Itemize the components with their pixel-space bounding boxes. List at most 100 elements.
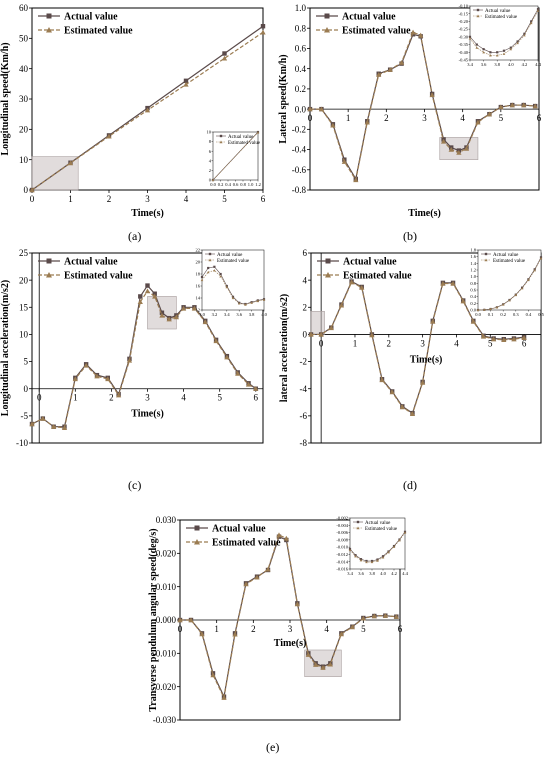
chart-c-inset-y-tick-label: 20 bbox=[196, 260, 201, 265]
chart-a-series-1-point bbox=[144, 107, 151, 113]
chart-b-series-1-point bbox=[341, 159, 347, 164]
chart-b-inset-legend-label-0: Actual value bbox=[485, 9, 511, 14]
chart-b-series-1-point bbox=[318, 106, 325, 112]
chart-e-series-1-point bbox=[320, 665, 326, 670]
chart-d-inset-y-tick-label: 0.0 bbox=[470, 308, 476, 313]
chart-d-inset-legend-marker-0 bbox=[484, 252, 488, 256]
chart-b-y-tick-label: 1.0 bbox=[295, 3, 307, 13]
chart-a-y-axis-label: Longitudinal speed(Km/h) bbox=[0, 42, 11, 155]
chart-b-inset-y-tick-label: -0.10 bbox=[459, 4, 469, 9]
chart-b-legend-marker-1 bbox=[324, 27, 330, 33]
chart-c-y-tick-label: 20 bbox=[19, 275, 29, 285]
chart-e-series-1-point bbox=[276, 532, 282, 538]
chart-a-legend-label-1: Estimated value bbox=[64, 26, 133, 37]
chart-d-inset-series-1-point bbox=[476, 308, 480, 312]
chart-c-y-axis-label: Longitudinal acceleration(m/s2) bbox=[0, 280, 11, 416]
chart-b-series-1-line bbox=[310, 31, 536, 182]
chart-e-legend-label-0: Actual value bbox=[212, 524, 266, 535]
chart-b-inset-y-tick-label: -0.20 bbox=[459, 19, 469, 24]
chart-d: 0 1 2 3 4 5 6 -8 -6 -4 -2 0 2 4 6 Time(s) lateral accele… bbox=[279, 248, 545, 449]
chart-d-x-tick-label: 6 bbox=[522, 338, 527, 348]
chart-b-inset-legend-marker-0 bbox=[476, 8, 480, 12]
chart-a-y-tick-label: 50 bbox=[19, 33, 29, 43]
chart-a: 0 1 2 3 4 5 60102030405060Time(s)Longitudinal … bbox=[0, 3, 266, 219]
chart-a-inset-series-1-point bbox=[211, 178, 215, 182]
chart-b-legend-label-0: Actual value bbox=[342, 12, 396, 23]
chart-c-series-0-point bbox=[159, 310, 165, 315]
chart-a-y-tick-label: 0 bbox=[24, 185, 29, 195]
chart-c-series-1-point bbox=[29, 421, 35, 427]
chart-b-inset-series-1-point bbox=[529, 21, 533, 25]
chart-e-y-tick-label: 0.000 bbox=[156, 615, 177, 625]
chart-e-highlight-region bbox=[304, 649, 342, 677]
chart-d-inset: 0.0 0.1 0.2 0.3 0.4 0.50.00.20.40.60.81.01.21… bbox=[470, 248, 544, 317]
chart-a-y-tick-label: 40 bbox=[19, 64, 29, 74]
chart-e-inset-y-tick-label: -0.016 bbox=[336, 567, 348, 572]
chart-e-inset-x-tick-label: 3.4 bbox=[347, 571, 353, 576]
chart-a-inset-y-tick-label: 4 bbox=[209, 158, 212, 163]
chart-a-inset-y-tick-label: 10 bbox=[207, 130, 212, 135]
chart-b-y-tick-label: -0.2 bbox=[292, 124, 306, 134]
chart-d-series-1-point bbox=[409, 411, 416, 417]
chart-e-inset-x-tick-label: 4.0 bbox=[380, 571, 386, 576]
chart-a-y-tick-label: 20 bbox=[19, 124, 29, 134]
chart-d-series-1-point bbox=[338, 302, 345, 308]
chart-b-inset-series-0-point bbox=[502, 49, 506, 52]
chart-e-y-tick-label: 0.010 bbox=[156, 582, 177, 592]
chart-b-series-1-point bbox=[364, 119, 370, 125]
chart-c-inset-series-0-point bbox=[207, 266, 210, 270]
chart-b-series-1-point bbox=[463, 145, 470, 151]
chart-c-x-tick-label: 2 bbox=[109, 393, 114, 403]
chart-e-legend-marker-0 bbox=[194, 525, 200, 531]
chart-d-series-1-point bbox=[308, 331, 314, 337]
chart-d-y-tick-label: 0 bbox=[303, 330, 308, 340]
chart-d-series-1-point bbox=[470, 318, 476, 324]
chart-d-inset-y-tick-label: 0.4 bbox=[470, 294, 476, 299]
chart-a-inset-x-tick-label: 0.6 bbox=[233, 182, 239, 187]
chart-e-inset-series-1-point bbox=[365, 560, 368, 564]
chart-e-inset: 3.4 3.6 3.8 4.0 4.2 4.4 -0.016 -0.014 -0.012 -0.0… bbox=[336, 516, 408, 576]
chart-d-inset-y-tick-label: 0.6 bbox=[470, 288, 476, 293]
chart-c-inset-series-0-point bbox=[200, 275, 204, 279]
chart-b-x-tick-label: 6 bbox=[537, 113, 542, 123]
chart-c-y-tick-label: 15 bbox=[19, 302, 29, 312]
chart-b-series-1-point bbox=[521, 102, 527, 108]
chart-c-series-1-point bbox=[126, 357, 133, 363]
chart-d-y-tick-label: 6 bbox=[303, 248, 308, 258]
chart-e-x-tick-label: 6 bbox=[398, 624, 403, 634]
chart-c-series-1-point bbox=[152, 293, 158, 299]
chart-d-inset-series-1-point bbox=[495, 306, 499, 309]
chart-d-inset-y-tick-label: 0.2 bbox=[470, 301, 476, 306]
chart-b-inset-series-0-point bbox=[496, 51, 499, 54]
chart-c-series-1-point bbox=[235, 370, 241, 376]
chart-b-inset-series-0-point bbox=[516, 40, 519, 43]
chart-c-inset: 3.0 3.2 3.4 3.6 3.8 4.0 12 14 16 18 20 22 Actual val… bbox=[196, 248, 268, 317]
chart-c-legend-label-0: Actual value bbox=[64, 257, 118, 268]
panel-label-b: (b) bbox=[403, 229, 417, 243]
chart-c-y-tick-label: 25 bbox=[19, 248, 29, 258]
chart-c-series-1-point bbox=[144, 288, 151, 294]
chart-a-x-tick-label: 3 bbox=[145, 194, 150, 204]
chart-d-legend-label-0: Actual value bbox=[343, 257, 397, 268]
chart-a-inset-x-tick-label: 0.0 bbox=[210, 182, 216, 187]
chart-d-inset-series-1-point bbox=[520, 287, 524, 290]
chart-e-series-1-point bbox=[305, 652, 311, 657]
chart-d-inset-legend-marker-1 bbox=[484, 258, 488, 262]
chart-e-series-1-point bbox=[327, 661, 333, 667]
chart-d-series-1-point bbox=[521, 335, 527, 341]
chart-b-series-1-point bbox=[440, 138, 447, 144]
chart-c-series-1-line bbox=[31, 290, 257, 429]
chart-b-inset-series-0-point bbox=[509, 46, 512, 49]
chart-d-x-tick-label: 2 bbox=[387, 338, 392, 348]
panel-label-e: (e) bbox=[266, 740, 280, 754]
chart-c-inset-series-1-point bbox=[250, 301, 253, 304]
chart-e-series-1-line bbox=[180, 534, 397, 700]
chart-b-plot-frame bbox=[309, 7, 540, 191]
chart-c: 0 1 2 3 4 5 6-10-50510152025Time(s)Longitudina… bbox=[0, 248, 268, 449]
chart-c-series-1-point bbox=[173, 314, 180, 320]
chart-b-series-1-point bbox=[429, 92, 435, 98]
chart-c-inset-x-tick-label: 3.6 bbox=[236, 312, 242, 317]
chart-d-y-axis-label: lateral acceleration(m/s2) bbox=[279, 294, 290, 403]
chart-d-x-axis-label: Time(s) bbox=[410, 354, 443, 365]
